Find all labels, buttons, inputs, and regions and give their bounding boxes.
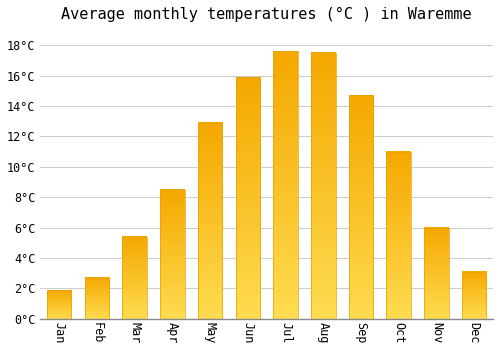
Bar (311, 53, 336, 319)
Bar (386, 152, 411, 319)
Bar (348, 96, 374, 319)
Bar (274, 51, 298, 319)
Bar (462, 272, 486, 319)
Bar (47, 290, 72, 319)
Bar (160, 190, 184, 319)
Bar (122, 237, 147, 319)
Bar (236, 77, 260, 319)
Bar (424, 228, 448, 319)
Bar (84, 278, 109, 319)
Bar (198, 123, 222, 319)
Title: Average monthly temperatures (°C ) in Waremme: Average monthly temperatures (°C ) in Wa… (62, 7, 472, 22)
